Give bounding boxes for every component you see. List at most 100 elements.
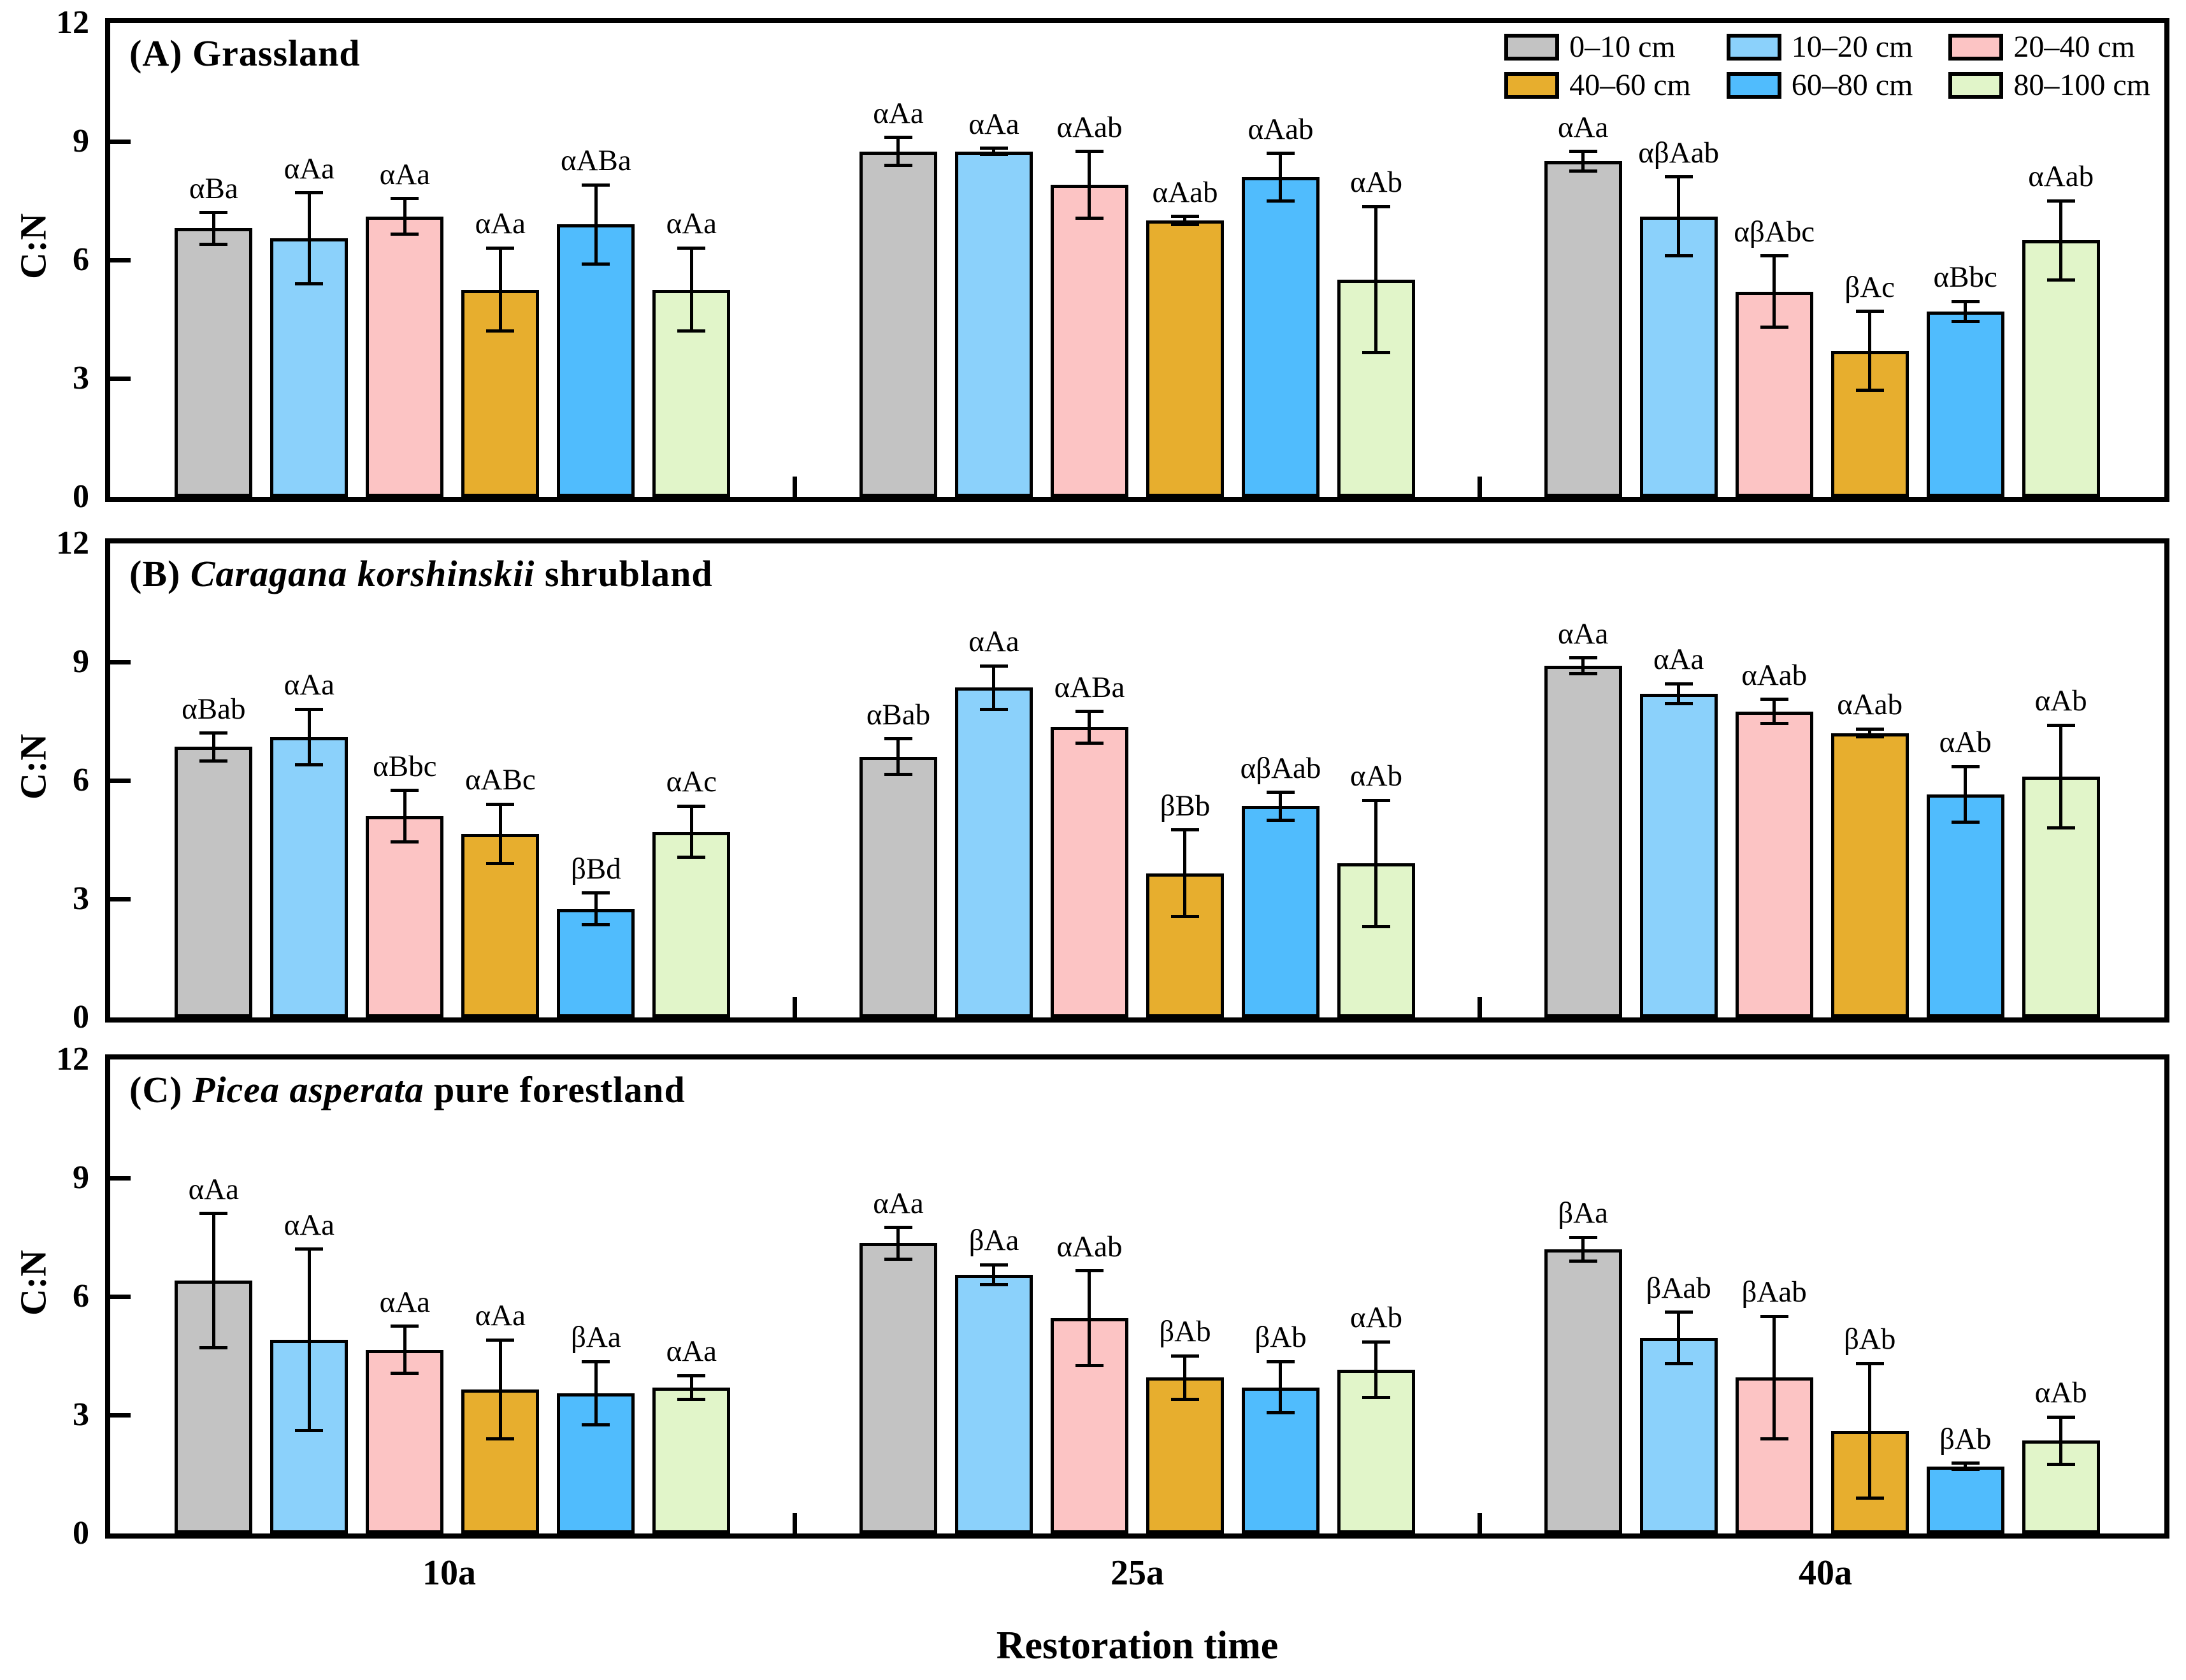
error-bar-cap-top <box>1951 765 1980 768</box>
bar-20–40cm <box>1050 727 1128 1017</box>
bar-cell: βAb <box>1830 1059 1909 1533</box>
error-bar-line <box>1279 153 1283 201</box>
bar-cell: αAa <box>366 23 444 497</box>
error-bar-cap-bottom <box>1760 325 1788 329</box>
error-bar-cap-top <box>1075 150 1104 153</box>
significance-label: αAa <box>284 668 335 702</box>
bar-cell: βAa <box>557 1059 635 1533</box>
bar-0–10cm <box>175 747 253 1017</box>
y-tick-label: 0 <box>73 478 89 515</box>
panel-title-species: Caragana korshinskii <box>190 553 535 594</box>
bar-cell: αABa <box>557 23 635 497</box>
error-bar-cap-bottom <box>391 233 419 236</box>
y-major-tick <box>110 1412 131 1418</box>
significance-label: αABa <box>560 144 631 178</box>
bar-0–10cm <box>175 228 253 497</box>
bar-cell: βAab <box>1735 1059 1813 1533</box>
error-bar-line <box>2059 1417 2063 1465</box>
error-bar-cap-top <box>1664 175 1693 179</box>
error-bar-cap-bottom <box>199 759 228 763</box>
error-bar-cap-top <box>1362 1340 1390 1344</box>
error-bar-cap-bottom <box>677 856 706 859</box>
error-bar-cap-bottom <box>582 262 610 266</box>
panel-title-prefix: (A) <box>129 32 183 74</box>
legend-item: 40–60 cm <box>1504 70 1691 101</box>
error-bar-cap-bottom <box>199 242 228 246</box>
legend-label: 20–40 cm <box>2013 30 2135 64</box>
error-bar-cap-bottom <box>295 763 324 766</box>
significance-label: αAb <box>1349 759 1403 793</box>
y-major-tick <box>110 778 131 783</box>
error-bar-line <box>498 248 502 331</box>
bar-cell: αAb <box>1337 23 1415 497</box>
legend-item: 10–20 cm <box>1726 30 1913 64</box>
error-bar-line <box>1088 151 1091 219</box>
error-bar-cap-top <box>391 789 419 792</box>
significance-label: αBab <box>182 692 246 726</box>
significance-label: αAb <box>2034 684 2087 718</box>
error-bar-cap-top <box>884 737 912 741</box>
significance-label: αAa <box>379 157 431 191</box>
error-bar-cap-bottom <box>199 1346 228 1350</box>
bar-group-10a: αBa αAa αAa αAa αABa αAa <box>110 23 795 497</box>
bar-group-40a: αAa αβAab αβAbc βAc αBbc αAab <box>1479 23 2164 497</box>
bar-40–60cm <box>1830 733 1909 1017</box>
significance-label: αAc <box>666 765 717 799</box>
error-bar-cap-top <box>582 183 610 187</box>
bar-cell: βAc <box>1830 23 1909 497</box>
error-bar-cap-top <box>1362 798 1390 802</box>
error-bar-cap-bottom <box>1951 1468 1980 1472</box>
error-bar-cap-top <box>199 1212 228 1216</box>
error-bar-cap-top <box>391 1325 419 1328</box>
error-bar-cap-top <box>1951 299 1980 303</box>
error-bar-cap-bottom <box>1362 1395 1390 1399</box>
error-bar-cap-bottom <box>1664 254 1693 258</box>
bar-cell: αBbc <box>1926 23 2004 497</box>
error-bar-line <box>1773 1316 1776 1439</box>
bar-20–40cm <box>1050 185 1128 497</box>
y-tick-label: 3 <box>73 360 89 396</box>
error-bar-line <box>403 1326 406 1374</box>
error-bar-line <box>1374 1342 1378 1398</box>
significance-label: βAa <box>1558 1196 1609 1230</box>
error-bar-cap-top <box>979 147 1008 150</box>
bar-cell: αAa <box>859 1059 937 1533</box>
bar-cell: βAb <box>1241 1059 1320 1533</box>
significance-label: αβAbc <box>1734 215 1815 248</box>
legend-label: 10–20 cm <box>1791 30 1913 64</box>
legend-label: 0–10 cm <box>1569 30 1676 64</box>
bar-cell: βAb <box>1146 1059 1224 1533</box>
error-bar-cap-bottom <box>486 329 515 333</box>
significance-label: αBbc <box>1933 261 1997 294</box>
error-bar-line <box>212 733 215 761</box>
error-bar-cap-top <box>884 1226 912 1229</box>
significance-label: αAb <box>1349 166 1403 199</box>
error-bar-cap-bottom <box>1569 1259 1597 1263</box>
bar-cell: αAa <box>366 1059 444 1533</box>
significance-label: αAb <box>1939 726 1992 759</box>
bar-40–60cm <box>1146 220 1224 497</box>
y-major-tick <box>110 257 131 262</box>
bar-60–80cm <box>1926 1466 2004 1533</box>
legend: 0–10 cm 10–20 cm 20–40 cm 40–60 cm 60–80 cm 8… <box>1504 32 2150 101</box>
bar-cell: αAa <box>270 23 349 497</box>
error-bar-cap-top <box>295 1247 324 1251</box>
error-bar-line <box>594 185 598 264</box>
legend-swatch <box>1504 34 1560 61</box>
error-bar-line <box>689 1375 693 1400</box>
error-bar-cap-top <box>199 731 228 735</box>
error-bar-cap-top <box>1170 215 1199 219</box>
error-bar-line <box>307 709 311 765</box>
error-bar-cap-top <box>677 804 706 808</box>
error-bar-cap-bottom <box>1569 169 1597 173</box>
legend-item: 60–80 cm <box>1726 70 1913 101</box>
significance-label: βAab <box>1646 1271 1711 1305</box>
significance-label: αAa <box>968 625 1019 659</box>
error-bar-cap-bottom <box>582 923 610 926</box>
x-category-label-40a: 40a <box>1799 1553 1852 1593</box>
y-tick-label: 12 <box>56 4 89 41</box>
bar-40–60cm <box>1146 1377 1224 1533</box>
error-bar-cap-top <box>1266 791 1295 794</box>
error-bar-line <box>1677 1312 1681 1364</box>
error-bar-cap-bottom <box>1855 735 1884 739</box>
